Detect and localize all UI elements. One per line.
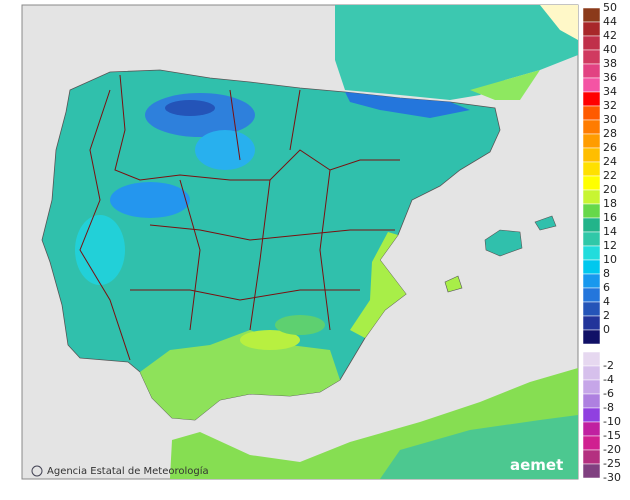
legend-swatch: [582, 245, 601, 261]
legend-swatch: [582, 273, 601, 289]
legend-label: -30: [603, 471, 621, 484]
legend-label: 4: [603, 295, 610, 308]
portugal-cool: [75, 215, 125, 285]
menorca: [534, 215, 557, 231]
legend-swatch: [582, 231, 601, 247]
legend-label: 12: [603, 239, 617, 252]
legend-swatch: [582, 7, 601, 23]
legend-label: 24: [603, 155, 617, 168]
legend-label: 40: [603, 43, 617, 56]
legend-label: 16: [603, 211, 617, 224]
legend-swatch: [582, 35, 601, 51]
legend-swatch: [582, 175, 601, 191]
legend-label: 6: [603, 281, 610, 294]
legend-label: 30: [603, 113, 617, 126]
france: [335, 5, 578, 100]
legend: 5044424038363432302826242220181614121086…: [582, 1, 621, 484]
legend-label: 38: [603, 57, 617, 70]
legend-swatch: [582, 435, 601, 451]
legend-swatch: [582, 351, 601, 367]
legend-swatch: [582, 259, 601, 275]
legend-label: 22: [603, 169, 617, 182]
legend-label: 36: [603, 71, 617, 84]
legend-label: 2: [603, 309, 610, 322]
legend-swatch: [582, 301, 601, 317]
legend-swatch: [582, 133, 601, 149]
border: [149, 224, 395, 241]
legend-swatch: [582, 379, 601, 395]
duero-cold: [110, 182, 190, 218]
legend-label: 28: [603, 127, 617, 140]
legend-swatch: [582, 77, 601, 93]
legend-label: -8: [603, 401, 614, 414]
legend-swatch: [582, 49, 601, 65]
pyrenees-cold: [345, 92, 470, 118]
south-warm: [140, 330, 340, 420]
legend-swatch: [582, 105, 601, 121]
logo: aemet: [510, 456, 563, 474]
legend-swatch: [582, 217, 601, 233]
interior-warm: [275, 315, 325, 335]
east-coast-warm: [350, 232, 406, 338]
legend-swatch: [582, 63, 601, 79]
border: [79, 89, 131, 361]
legend-swatch: [582, 463, 601, 479]
legend-swatch: [582, 147, 601, 163]
legend-label: -25: [603, 457, 621, 470]
cantabrian-core: [165, 100, 215, 116]
border: [179, 89, 331, 331]
mallorca: [484, 229, 523, 257]
legend-swatch: [582, 203, 601, 219]
legend-label: -2: [603, 359, 614, 372]
legend-label: 32: [603, 99, 617, 112]
logo-icon: [31, 465, 43, 477]
legend-swatch: [582, 365, 601, 381]
legend-label: 18: [603, 197, 617, 210]
border: [114, 74, 400, 181]
legend-label: 44: [603, 15, 617, 28]
legend-label: -15: [603, 429, 621, 442]
legend-swatch: [582, 21, 601, 37]
legend-label: 34: [603, 85, 617, 98]
legend-label: -4: [603, 373, 614, 386]
legend-label: 14: [603, 225, 617, 238]
ibiza: [444, 275, 463, 293]
legend-swatch: [582, 189, 601, 205]
meseta-cool: [195, 130, 255, 170]
legend-swatch: [582, 91, 601, 107]
legend-label: 8: [603, 267, 610, 280]
legend-label: 42: [603, 29, 617, 42]
legend-label: -10: [603, 415, 621, 428]
france-warm: [540, 5, 578, 40]
legend-swatch: [582, 287, 601, 303]
legend-swatch: [582, 393, 601, 409]
france-coast: [470, 70, 540, 100]
legend-label: 20: [603, 183, 617, 196]
legend-label: 50: [603, 1, 617, 14]
legend-swatch: [582, 119, 601, 135]
legend-label: -20: [603, 443, 621, 456]
legend-swatch: [582, 407, 601, 423]
legend-label: 10: [603, 253, 617, 266]
legend-swatch: [582, 315, 601, 331]
guadalquivir-warm: [240, 330, 300, 350]
legend-label: 26: [603, 141, 617, 154]
border: [130, 289, 360, 301]
legend-label: 0: [603, 323, 610, 336]
legend-label: -6: [603, 387, 614, 400]
legend-swatch: [582, 329, 601, 345]
legend-swatch: [582, 421, 601, 437]
legend-swatch: [582, 449, 601, 465]
legend-swatch: [582, 161, 601, 177]
credit: Agencia Estatal de Meteorología: [47, 465, 209, 477]
africa-inland: [380, 415, 578, 479]
